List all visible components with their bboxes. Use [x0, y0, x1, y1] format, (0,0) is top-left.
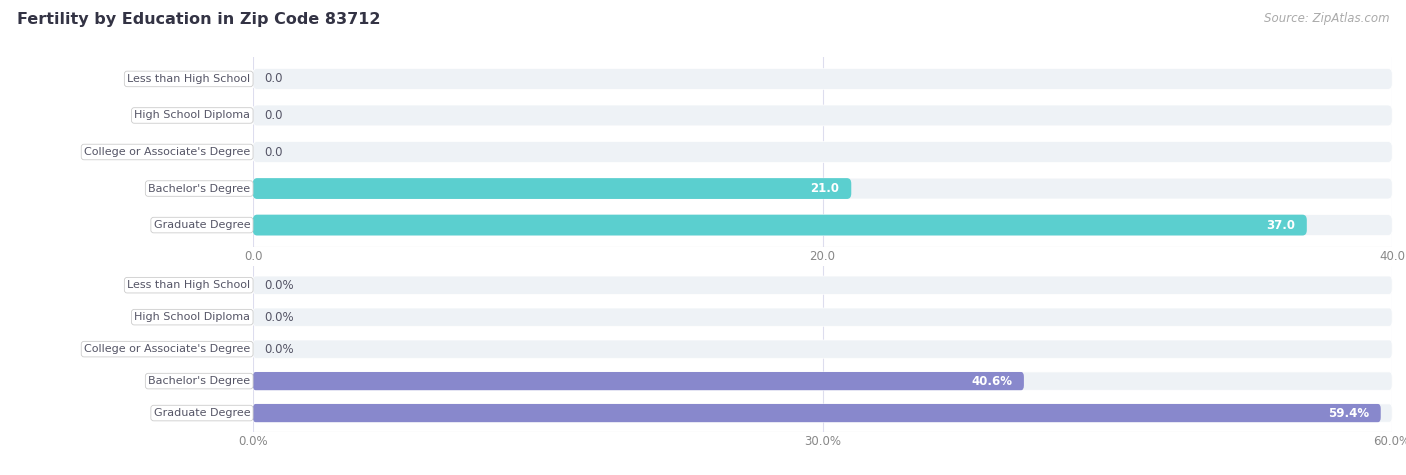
Text: High School Diploma: High School Diploma: [134, 312, 250, 322]
Text: 0.0: 0.0: [264, 145, 283, 159]
Text: Less than High School: Less than High School: [127, 74, 250, 84]
FancyBboxPatch shape: [253, 372, 1392, 390]
Text: High School Diploma: High School Diploma: [134, 111, 250, 121]
FancyBboxPatch shape: [253, 178, 851, 199]
FancyBboxPatch shape: [253, 68, 1392, 89]
Text: 0.0%: 0.0%: [264, 342, 294, 356]
FancyBboxPatch shape: [253, 215, 1306, 236]
Text: Less than High School: Less than High School: [127, 280, 250, 290]
FancyBboxPatch shape: [253, 308, 1392, 326]
Text: 21.0: 21.0: [811, 182, 839, 195]
Text: 0.0%: 0.0%: [264, 311, 294, 323]
Text: 37.0: 37.0: [1267, 218, 1295, 232]
Text: College or Associate's Degree: College or Associate's Degree: [84, 344, 250, 354]
Text: Graduate Degree: Graduate Degree: [153, 408, 250, 418]
FancyBboxPatch shape: [253, 276, 1392, 294]
Text: 0.0%: 0.0%: [264, 279, 294, 292]
Text: College or Associate's Degree: College or Associate's Degree: [84, 147, 250, 157]
FancyBboxPatch shape: [253, 178, 1392, 199]
FancyBboxPatch shape: [253, 340, 1392, 358]
Text: 59.4%: 59.4%: [1329, 407, 1369, 419]
Text: 0.0: 0.0: [264, 109, 283, 122]
FancyBboxPatch shape: [253, 142, 1392, 162]
FancyBboxPatch shape: [253, 215, 1392, 236]
Text: Source: ZipAtlas.com: Source: ZipAtlas.com: [1264, 12, 1389, 25]
FancyBboxPatch shape: [253, 372, 1024, 390]
Text: Fertility by Education in Zip Code 83712: Fertility by Education in Zip Code 83712: [17, 12, 381, 27]
Text: 0.0: 0.0: [264, 72, 283, 86]
FancyBboxPatch shape: [253, 404, 1392, 422]
Text: 40.6%: 40.6%: [972, 375, 1012, 388]
FancyBboxPatch shape: [253, 404, 1381, 422]
FancyBboxPatch shape: [253, 105, 1392, 126]
Text: Graduate Degree: Graduate Degree: [153, 220, 250, 230]
Text: Bachelor's Degree: Bachelor's Degree: [148, 183, 250, 193]
Text: Bachelor's Degree: Bachelor's Degree: [148, 376, 250, 386]
